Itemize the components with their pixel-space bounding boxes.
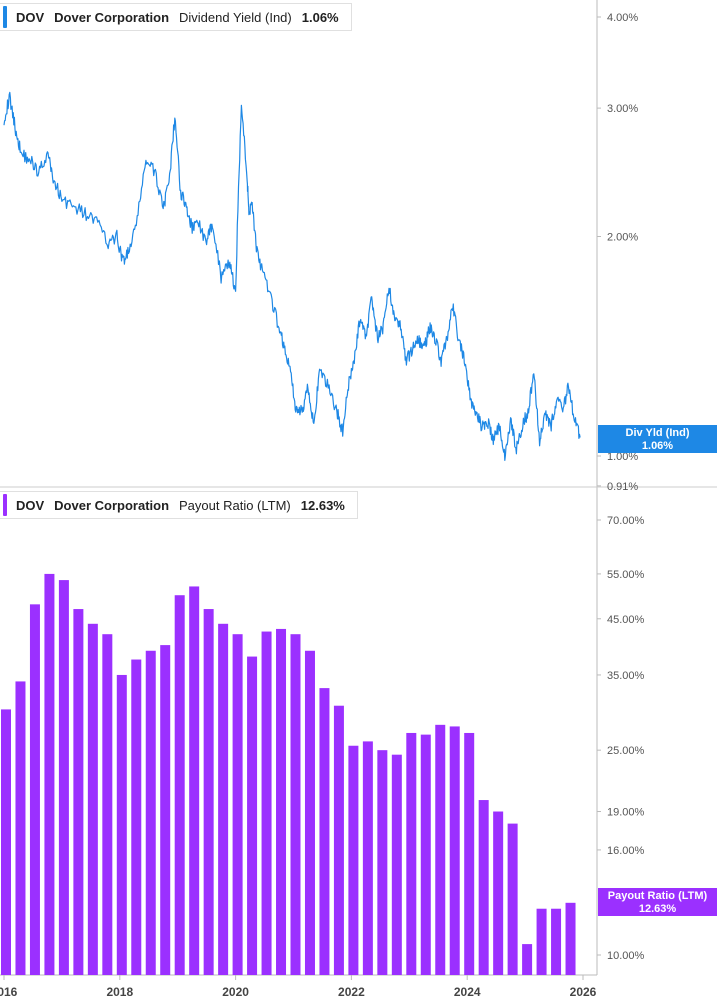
x-tick-label: 2026	[570, 985, 597, 999]
yield-legend-swatch	[3, 6, 7, 28]
payout-bar[interactable]	[391, 754, 402, 975]
payout-bar[interactable]	[1, 709, 11, 975]
payout-bar[interactable]	[304, 650, 315, 975]
payout-bar[interactable]	[377, 750, 388, 975]
payout-badge-value: 12.63%	[638, 903, 677, 915]
yield-legend[interactable]: DOV Dover Corporation Dividend Yield (In…	[0, 3, 352, 31]
payout-y-tick-label: 10.00%	[607, 950, 645, 962]
yield-y-tick-label: 2.00%	[607, 232, 638, 244]
payout-bar[interactable]	[319, 688, 330, 975]
payout-bar[interactable]	[449, 726, 460, 975]
payout-bars	[1, 573, 576, 975]
payout-bar[interactable]	[73, 609, 84, 975]
payout-bar[interactable]	[565, 902, 576, 975]
payout-bar[interactable]	[551, 908, 562, 975]
payout-bar[interactable]	[507, 823, 518, 975]
payout-bar[interactable]	[290, 634, 301, 975]
payout-legend-swatch	[3, 494, 7, 516]
payout-y-tick-label: 45.00%	[607, 614, 645, 626]
payout-legend-company: Dover Corporation	[54, 497, 170, 513]
payout-y-tick-label: 70.00%	[607, 515, 645, 527]
payout-bar[interactable]	[102, 634, 113, 975]
payout-legend-ticker: DOV	[16, 497, 45, 513]
yield-badge-label: Div Yld (Ind)	[625, 427, 690, 439]
x-tick-label: 2016	[0, 985, 18, 999]
payout-bar[interactable]	[232, 634, 243, 975]
payout-bar[interactable]	[15, 681, 26, 975]
payout-badge-label: Payout Ratio (LTM)	[607, 890, 708, 902]
payout-bar[interactable]	[348, 745, 359, 975]
payout-bar[interactable]	[522, 944, 533, 975]
payout-value-badge: Payout Ratio (LTM) 12.63%	[598, 888, 717, 916]
payout-bar[interactable]	[478, 800, 489, 975]
payout-bar[interactable]	[536, 908, 547, 975]
yield-y-tick-label: 4.00%	[607, 12, 638, 24]
yield-legend-ticker: DOV	[16, 9, 45, 25]
yield-legend-value: 1.06%	[301, 9, 339, 25]
payout-bar[interactable]	[174, 595, 185, 975]
yield-y-tick-label: 3.00%	[607, 103, 638, 115]
payout-bar[interactable]	[87, 623, 98, 975]
yield-value-badge: Div Yld (Ind) 1.06%	[598, 425, 717, 453]
payout-bar[interactable]	[131, 659, 142, 975]
payout-bar[interactable]	[435, 724, 446, 975]
payout-bar[interactable]	[276, 628, 287, 975]
payout-y-tick-label: 16.00%	[607, 845, 645, 857]
yield-line-layer	[3, 91, 581, 461]
payout-bar[interactable]	[160, 645, 171, 975]
payout-bar[interactable]	[362, 741, 373, 975]
payout-bar[interactable]	[203, 609, 214, 975]
payout-bar[interactable]	[189, 586, 200, 975]
payout-bar[interactable]	[420, 734, 431, 975]
payout-bar[interactable]	[44, 573, 55, 975]
payout-bar[interactable]	[218, 623, 229, 975]
x-tick-label: 2024	[454, 985, 481, 999]
yield-y-tick-label: 1.00%	[607, 451, 638, 463]
payout-y-tick-label: 35.00%	[607, 670, 645, 682]
yield-legend-metric: Dividend Yield (Ind)	[179, 9, 292, 25]
x-tick-label: 2022	[338, 985, 365, 999]
yield-badge-value: 1.06%	[641, 440, 674, 452]
payout-bar[interactable]	[493, 811, 504, 975]
x-tick-label: 2020	[222, 985, 249, 999]
yield-series-line[interactable]	[3, 91, 581, 461]
payout-bar[interactable]	[406, 732, 417, 975]
payout-legend-value: 12.63%	[300, 497, 345, 513]
payout-legend[interactable]: DOV Dover Corporation Payout Ratio (LTM)…	[0, 491, 358, 519]
payout-bar[interactable]	[464, 732, 475, 975]
payout-bar[interactable]	[58, 580, 69, 975]
payout-bar[interactable]	[145, 650, 156, 975]
payout-y-tick-label: 25.00%	[607, 745, 645, 757]
payout-legend-metric: Payout Ratio (LTM)	[179, 497, 291, 513]
payout-y-tick-label: 55.00%	[607, 569, 645, 581]
payout-bar[interactable]	[333, 705, 344, 975]
payout-bar[interactable]	[116, 674, 127, 975]
yield-legend-company: Dover Corporation	[54, 9, 170, 25]
x-tick-label: 2018	[106, 985, 133, 999]
payout-bar[interactable]	[261, 631, 272, 975]
payout-bar[interactable]	[29, 604, 40, 975]
payout-y-tick-label: 19.00%	[607, 807, 645, 819]
yield-y-tick-label: 0.91%	[607, 481, 638, 493]
payout-bar[interactable]	[247, 656, 258, 975]
